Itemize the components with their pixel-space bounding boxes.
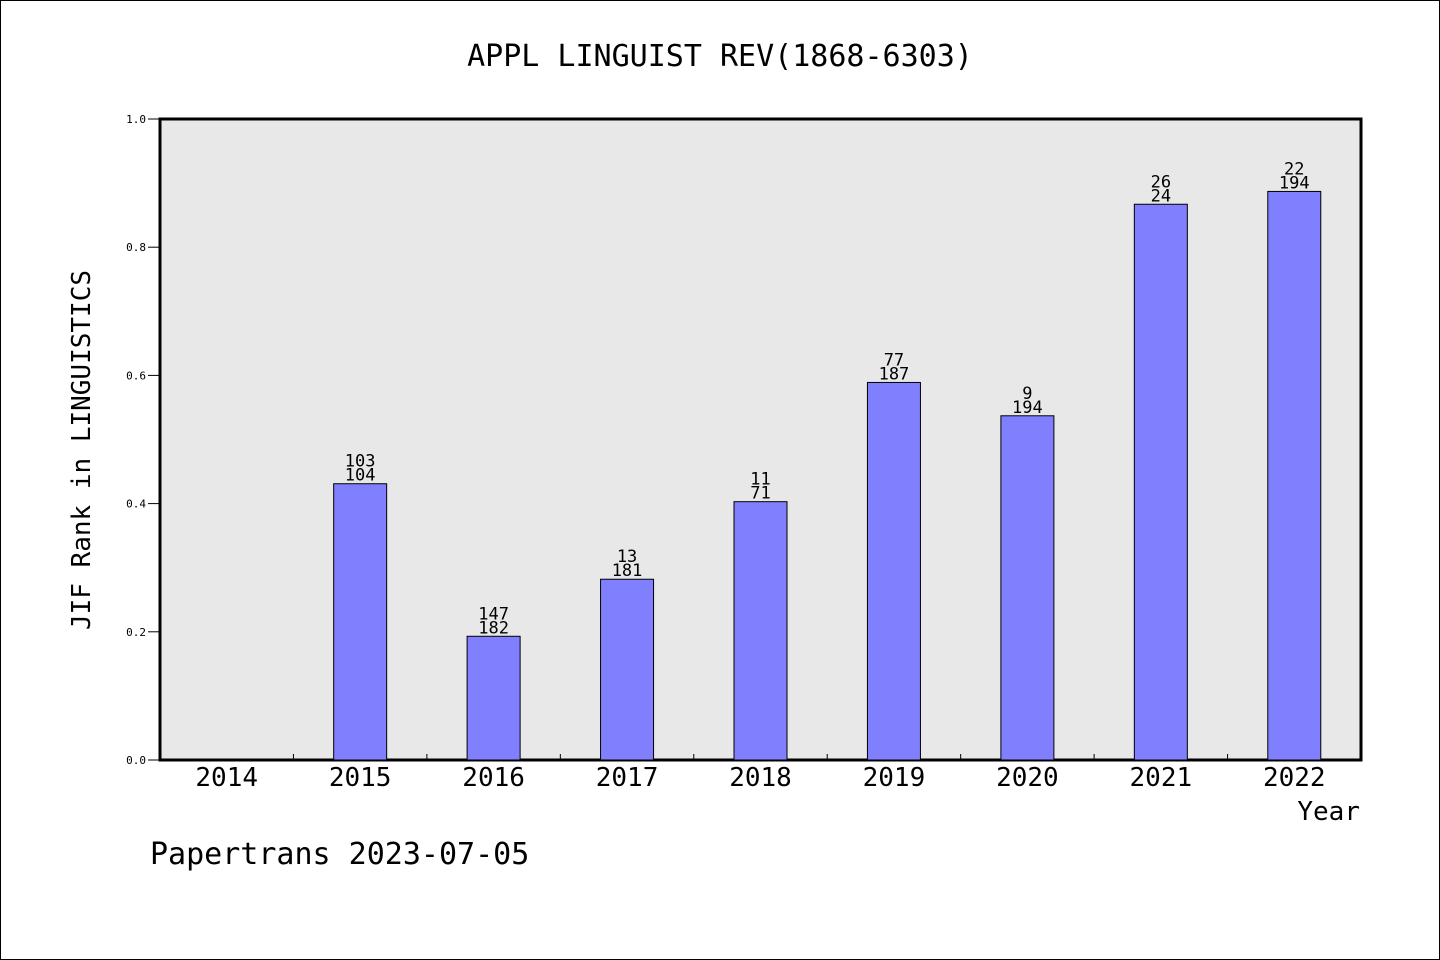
bar-label-bottom-2019: 187 [879,364,910,384]
bar-label-bottom-2018: 71 [750,484,770,504]
x-tick-label-2015: 2015 [329,763,392,793]
y-axis-ticks: 0.0 0.2 0.4 0.6 0.8 1.0 [126,113,160,767]
x-tick-label-2018: 2018 [729,763,792,793]
bar-label-top-2021: 26 [1151,172,1171,192]
bar-label-bottom-2021: 24 [1151,186,1171,206]
bar-2022 [1267,190,1322,761]
bar-label-top-2017: 13 [617,547,637,567]
bar-label-bottom-2020: 194 [1012,398,1043,418]
x-tick-label-2019: 2019 [863,763,926,793]
y-tick-label-1.0: 1.0 [126,113,146,126]
bar-2020 [1000,415,1055,761]
bar-label-bottom-2017: 181 [612,561,643,581]
bars-group [333,190,1322,761]
bar-2016 [466,635,521,761]
x-tick-label-2020: 2020 [996,763,1059,793]
y-tick-label-0.8: 0.8 [126,241,146,254]
bar-2018 [733,501,788,761]
bar-label-top-2016: 147 [478,604,509,624]
bar-2021 [1133,203,1188,761]
x-axis-ticks: 2014 2015 2016 2017 2018 2019 2020 2021 2022 [195,754,1326,793]
y-tick-label-0.0: 0.0 [126,754,146,767]
y-tick-label-0.2: 0.2 [126,626,146,639]
x-tick-label-2017: 2017 [596,763,659,793]
x-tick-label-2016: 2016 [462,763,525,793]
bar-label-bottom-2016: 182 [478,618,509,638]
bar-label-bottom-2015: 104 [345,466,376,486]
x-tick-label-2022: 2022 [1263,763,1326,793]
bar-2019 [866,381,921,761]
x-tick-label-2014: 2014 [195,763,258,793]
y-tick-label-0.6: 0.6 [126,369,146,382]
bar-label-top-2015: 103 [345,452,376,472]
bar-label-top-2020: 9 [1022,384,1032,404]
y-tick-label-0.4: 0.4 [126,498,146,511]
bar-label-bottom-2022: 194 [1279,173,1310,193]
bar-2017 [600,578,655,761]
bar-label-top-2019: 77 [884,350,904,370]
bar-2015 [333,483,388,761]
y-axis-label: JIF Rank in LINGUISTICS [67,270,97,630]
chart-title: APPL LINGUIST REV(1868-6303) [467,39,973,74]
x-axis-label: Year [1297,797,1360,827]
bar-label-top-2022: 22 [1284,159,1304,179]
watermark-text: Papertrans 2023-07-05 [150,837,529,872]
x-tick-label-2021: 2021 [1130,763,1193,793]
bar-label-top-2018: 11 [750,470,770,490]
